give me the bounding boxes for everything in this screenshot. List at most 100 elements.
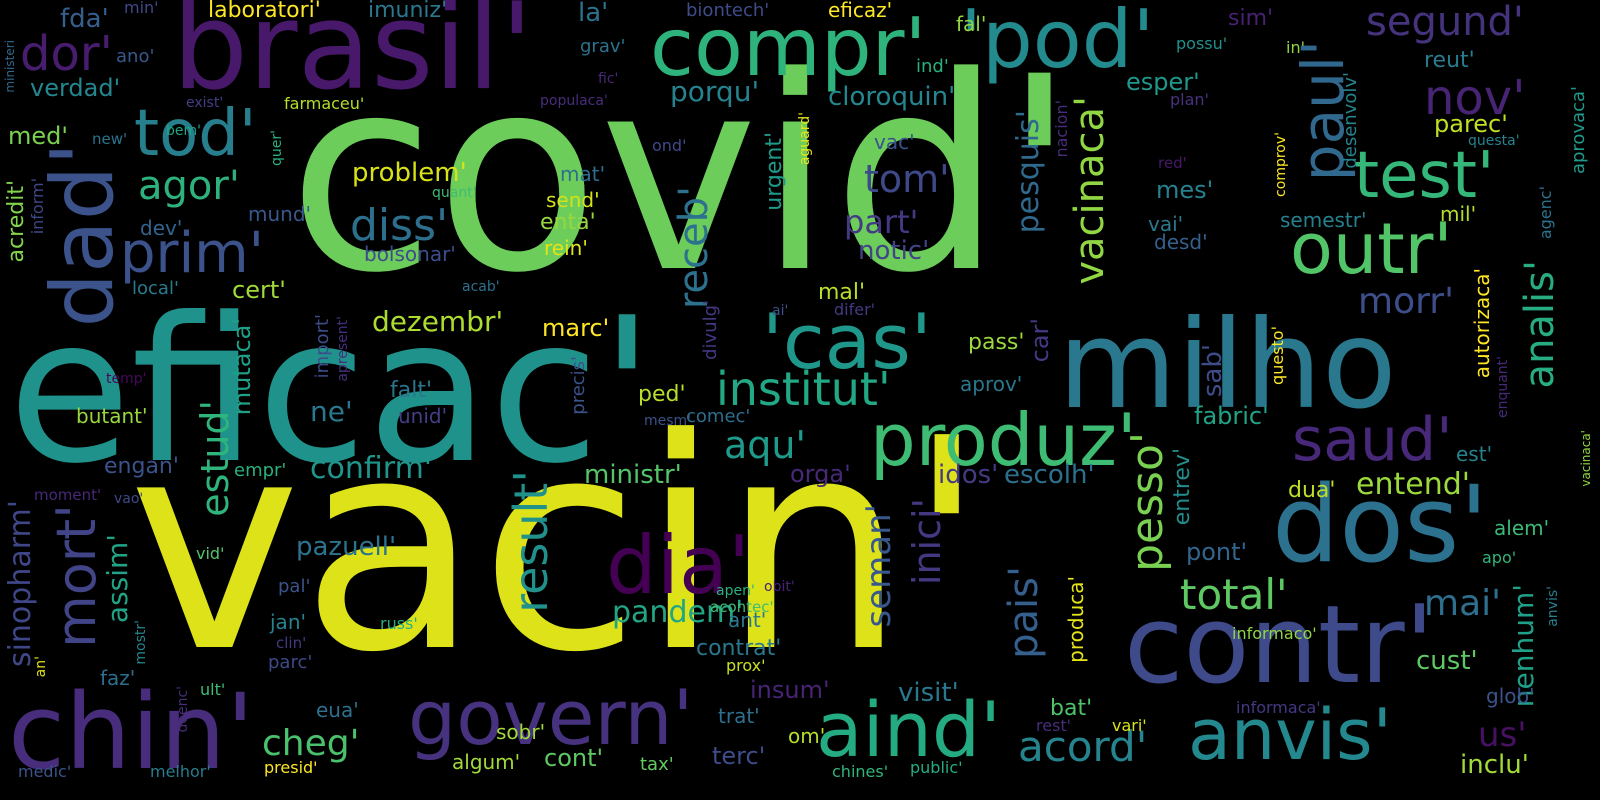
word: desenvolv' — [1340, 72, 1361, 169]
word: moment' — [34, 486, 102, 504]
word: brasil' — [172, 0, 534, 117]
word: mund' — [248, 202, 312, 226]
word: dia' — [606, 519, 751, 612]
word: ano' — [116, 46, 155, 67]
word: dua' — [1288, 478, 1336, 503]
word: faz' — [100, 666, 136, 690]
word: seman' — [859, 504, 899, 628]
word: mes' — [1156, 176, 1214, 204]
word: part' — [844, 203, 919, 241]
word: russ' — [380, 614, 418, 633]
word: vac' — [874, 130, 915, 154]
word: questa' — [1468, 133, 1520, 149]
word: vai' — [1148, 212, 1184, 236]
word: cloroquin' — [828, 82, 956, 112]
word: engan' — [104, 454, 179, 479]
word: autorizaca' — [1470, 268, 1494, 379]
word: cust' — [1416, 646, 1478, 676]
word: mat' — [560, 162, 606, 186]
word: eficaz' — [828, 0, 893, 22]
word: plan' — [1170, 90, 1209, 109]
word: dezembr' — [372, 305, 504, 338]
word: anvis' — [1188, 694, 1392, 776]
word: informaco' — [1232, 624, 1317, 643]
word: vacin' — [128, 376, 987, 716]
word: unid' — [398, 404, 448, 428]
word: possu' — [1176, 34, 1228, 53]
word: sim' — [1228, 6, 1274, 31]
word: mai' — [1424, 583, 1502, 624]
word: entend' — [1356, 467, 1470, 502]
word: chines' — [832, 762, 889, 781]
word: alem' — [1494, 516, 1550, 540]
word: divulg' — [700, 300, 721, 360]
word: ministeri — [3, 40, 17, 93]
word: result' — [504, 470, 558, 613]
word: informaca' — [1236, 698, 1321, 717]
word: orga' — [790, 460, 851, 488]
word: temp' — [106, 371, 147, 387]
word: cheg' — [262, 723, 360, 764]
word: contrat' — [696, 636, 782, 661]
word: vacinaca' — [1067, 96, 1113, 285]
word: mesm' — [644, 413, 692, 429]
word: exist' — [186, 95, 224, 111]
word: car' — [1026, 318, 1054, 363]
word: precis' — [568, 356, 589, 415]
word: mil' — [1440, 202, 1477, 226]
word: algum' — [452, 750, 521, 774]
word: enta' — [540, 210, 596, 235]
word: send' — [546, 188, 600, 212]
word: aprovaca' — [1568, 86, 1589, 175]
word: acontec' — [710, 598, 774, 616]
word: ind' — [916, 56, 949, 77]
word: import' — [312, 314, 333, 379]
word: mort' — [45, 504, 108, 648]
word: terc' — [712, 742, 766, 770]
word: farmaceu' — [284, 94, 365, 113]
word: govern' — [408, 673, 694, 762]
word: fabric' — [1194, 402, 1269, 430]
word: sobr' — [496, 720, 546, 744]
word: presid' — [264, 758, 318, 777]
word: analis' — [1517, 260, 1563, 389]
word: questo' — [1268, 326, 1287, 385]
word: ult' — [200, 680, 226, 699]
word: bem' — [166, 123, 201, 139]
word: aqu' — [724, 423, 806, 467]
word: segund' — [1366, 0, 1524, 45]
word: public' — [910, 758, 963, 777]
word: populaca' — [540, 93, 608, 109]
word: bolsonar' — [364, 242, 456, 266]
word: laboratori' — [208, 0, 321, 23]
word: quer' — [269, 130, 285, 166]
word: bat' — [1050, 696, 1093, 721]
word: grav' — [580, 36, 626, 57]
word: insum' — [750, 676, 830, 704]
word: imuniz' — [368, 0, 448, 23]
word: pazuell' — [296, 532, 397, 562]
word: idos' — [938, 460, 999, 490]
word: desd' — [1154, 230, 1208, 254]
word: verdad' — [30, 74, 121, 102]
word: fic' — [598, 71, 619, 87]
word: ne' — [310, 395, 353, 428]
word: ond' — [652, 136, 687, 155]
word: reut' — [1424, 48, 1475, 73]
word: sinopharm' — [3, 500, 38, 668]
word: vid' — [196, 544, 225, 563]
word: an' — [33, 656, 49, 678]
word: obit' — [764, 579, 795, 595]
word: produca' — [1064, 576, 1088, 663]
word: enquant' — [1495, 356, 1511, 419]
word: prox' — [726, 656, 766, 675]
word: inclu' — [1460, 750, 1529, 780]
word: 'cas' — [762, 297, 932, 386]
word: outr' — [1290, 208, 1453, 290]
word: rein' — [544, 236, 588, 260]
word: melhor' — [150, 762, 211, 781]
word: cert' — [232, 276, 286, 304]
word: fda' — [60, 4, 109, 34]
word: cont' — [544, 744, 604, 772]
